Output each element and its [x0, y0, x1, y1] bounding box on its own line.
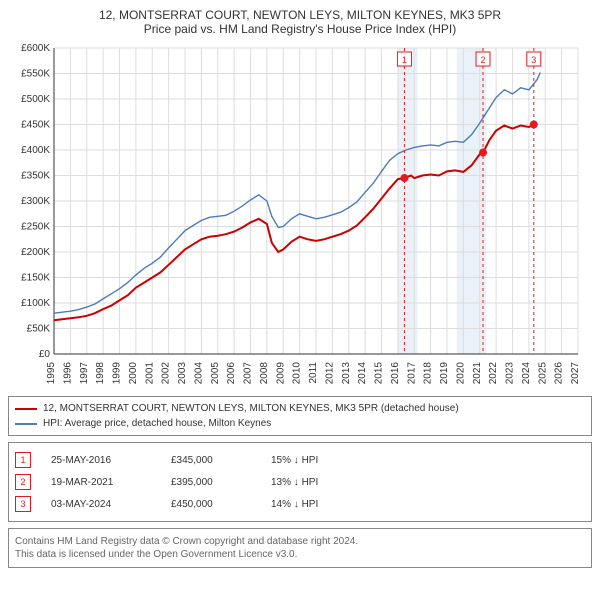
marker-date: 25-MAY-2016	[51, 455, 151, 466]
svg-text:2025: 2025	[537, 362, 548, 385]
marker-date: 19-MAR-2021	[51, 477, 151, 488]
marker-table-row: 2 19-MAR-2021 £395,000 13% ↓ HPI	[15, 471, 585, 493]
svg-text:2017: 2017	[406, 362, 417, 385]
svg-text:£200K: £200K	[21, 247, 50, 258]
attribution: Contains HM Land Registry data © Crown c…	[8, 528, 592, 568]
marker-table-row: 1 25-MAY-2016 £345,000 15% ↓ HPI	[15, 449, 585, 471]
svg-text:2024: 2024	[521, 362, 532, 385]
svg-text:2004: 2004	[193, 362, 204, 385]
svg-text:£300K: £300K	[21, 196, 50, 207]
attribution-line-1: Contains HM Land Registry data © Crown c…	[15, 535, 585, 548]
svg-text:2002: 2002	[161, 362, 172, 385]
svg-text:£600K: £600K	[21, 43, 50, 54]
svg-text:3: 3	[531, 55, 536, 65]
svg-text:2008: 2008	[259, 362, 270, 385]
svg-text:1998: 1998	[95, 362, 106, 385]
svg-text:£150K: £150K	[21, 273, 50, 284]
svg-text:2012: 2012	[324, 362, 335, 385]
legend-swatch	[15, 408, 37, 410]
attribution-line-2: This data is licensed under the Open Gov…	[15, 548, 585, 561]
svg-text:2027: 2027	[570, 362, 581, 385]
svg-text:2009: 2009	[275, 362, 286, 385]
svg-text:2020: 2020	[455, 362, 466, 385]
svg-text:2026: 2026	[554, 362, 565, 385]
legend-label: 12, MONTSERRAT COURT, NEWTON LEYS, MILTO…	[43, 401, 459, 416]
legend-label: HPI: Average price, detached house, Milt…	[43, 416, 271, 431]
svg-text:1995: 1995	[46, 362, 57, 385]
marker-number: 2	[15, 474, 31, 490]
marker-pct: 14% ↓ HPI	[271, 499, 361, 510]
svg-text:£550K: £550K	[21, 69, 50, 80]
svg-text:£0: £0	[39, 349, 51, 360]
svg-text:2006: 2006	[226, 362, 237, 385]
svg-text:£500K: £500K	[21, 94, 50, 105]
legend-row: HPI: Average price, detached house, Milt…	[15, 416, 585, 431]
marker-number: 3	[15, 496, 31, 512]
svg-text:2023: 2023	[505, 362, 516, 385]
svg-text:2022: 2022	[488, 362, 499, 385]
title-line-2: Price paid vs. HM Land Registry's House …	[8, 22, 592, 36]
svg-text:2001: 2001	[144, 362, 155, 385]
price-chart: £0 £50K £100K £150K £200K £250K £300K £350K £400…	[8, 40, 588, 390]
chart-container: £0 £50K £100K £150K £200K £250K £300K £350K £400…	[8, 40, 592, 390]
svg-text:2005: 2005	[210, 362, 221, 385]
svg-text:2014: 2014	[357, 362, 368, 385]
legend-row: 12, MONTSERRAT COURT, NEWTON LEYS, MILTO…	[15, 401, 585, 416]
svg-text:1999: 1999	[112, 362, 123, 385]
svg-text:2021: 2021	[472, 362, 483, 385]
svg-text:2007: 2007	[243, 362, 254, 385]
title-line-1: 12, MONTSERRAT COURT, NEWTON LEYS, MILTO…	[8, 8, 592, 22]
svg-text:1996: 1996	[62, 362, 73, 385]
svg-text:2010: 2010	[292, 362, 303, 385]
marker-table-row: 3 03-MAY-2024 £450,000 14% ↓ HPI	[15, 493, 585, 515]
svg-text:2003: 2003	[177, 362, 188, 385]
svg-text:1997: 1997	[79, 362, 90, 385]
marker-pct: 15% ↓ HPI	[271, 455, 361, 466]
marker-number: 1	[15, 452, 31, 468]
svg-text:2011: 2011	[308, 362, 319, 384]
chart-title: 12, MONTSERRAT COURT, NEWTON LEYS, MILTO…	[8, 8, 592, 36]
svg-text:2016: 2016	[390, 362, 401, 385]
marker-date: 03-MAY-2024	[51, 499, 151, 510]
legend: 12, MONTSERRAT COURT, NEWTON LEYS, MILTO…	[8, 396, 592, 436]
svg-text:£100K: £100K	[21, 298, 50, 309]
svg-text:2013: 2013	[341, 362, 352, 385]
svg-text:£350K: £350K	[21, 171, 50, 182]
svg-text:£450K: £450K	[21, 120, 50, 131]
svg-text:£50K: £50K	[27, 324, 51, 335]
svg-text:2019: 2019	[439, 362, 450, 385]
svg-text:2: 2	[481, 55, 486, 65]
svg-text:1: 1	[402, 55, 407, 65]
marker-table: 1 25-MAY-2016 £345,000 15% ↓ HPI 2 19-MAR-202…	[8, 442, 592, 522]
marker-price: £450,000	[171, 499, 251, 510]
svg-text:2018: 2018	[423, 362, 434, 385]
svg-text:2015: 2015	[374, 362, 385, 385]
marker-pct: 13% ↓ HPI	[271, 477, 361, 488]
svg-text:2000: 2000	[128, 362, 139, 385]
marker-price: £395,000	[171, 477, 251, 488]
marker-price: £345,000	[171, 455, 251, 466]
svg-text:£250K: £250K	[21, 222, 50, 233]
legend-swatch	[15, 423, 37, 425]
svg-text:£400K: £400K	[21, 145, 50, 156]
